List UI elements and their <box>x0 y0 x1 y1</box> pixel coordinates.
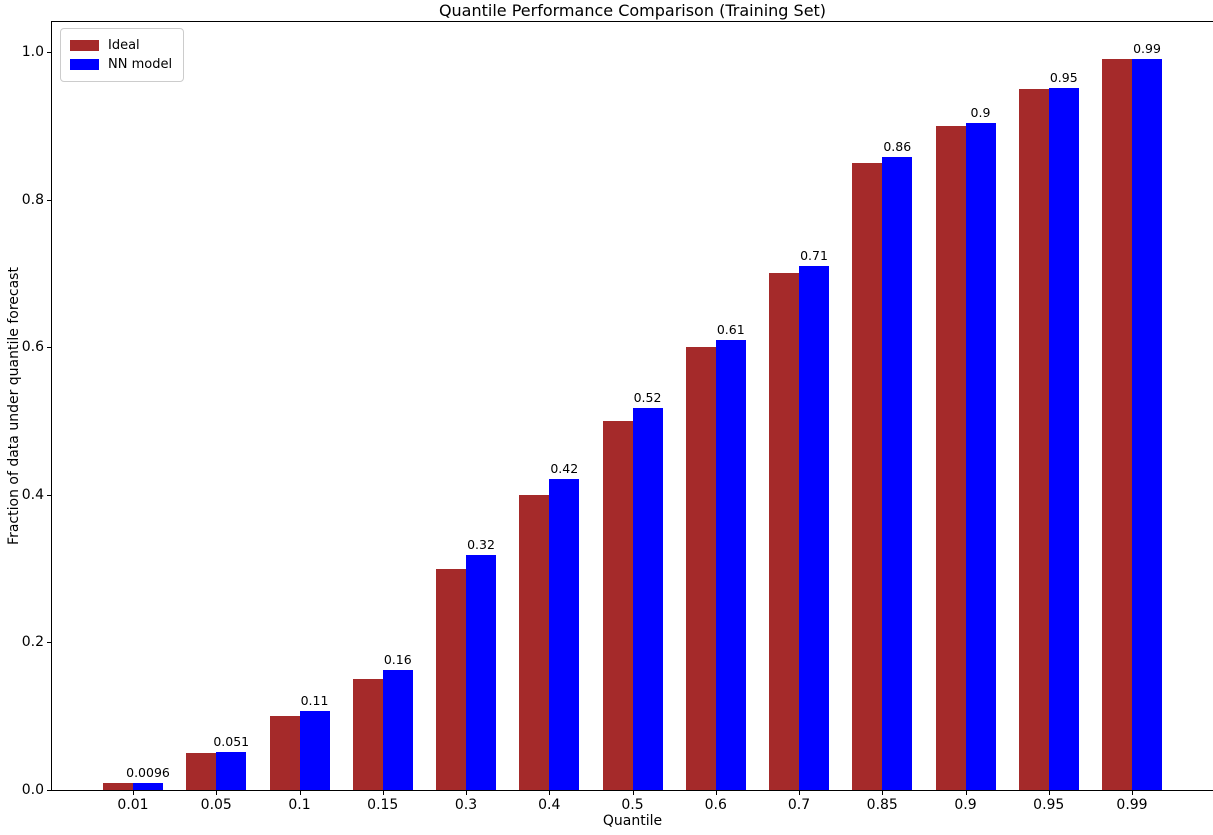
bar-nn-model <box>466 555 496 790</box>
bar-nn-model <box>216 752 247 790</box>
x-tick-mark <box>882 791 884 795</box>
bar-nn-model <box>133 782 163 790</box>
bar-ideal <box>519 494 550 790</box>
bar-ideal <box>852 162 883 790</box>
bar-nn-model <box>632 408 663 790</box>
bar-value-label: 0.52 <box>633 390 662 406</box>
y-tick-mark <box>47 347 52 349</box>
x-tick-label: 0.01 <box>117 797 149 813</box>
x-tick-label: 0.05 <box>200 797 232 813</box>
x-tick-mark <box>549 791 551 795</box>
chart-title: Quantile Performance Comparison (Trainin… <box>438 1 827 20</box>
legend: Ideal NN model <box>60 28 185 82</box>
plot-area: 0.0096 0.051 0.11 0.16 0.32 0.42 0.52 0.61 0.71 0… <box>51 21 1213 791</box>
x-tick-label: 0.15 <box>367 797 399 813</box>
bar-nn-model <box>799 266 829 790</box>
bar-ideal <box>769 273 799 790</box>
x-tick-label: 0.1 <box>288 797 311 813</box>
legend-item: NN model <box>70 55 172 74</box>
x-tick-label: 0.6 <box>704 797 727 813</box>
bar-ideal <box>685 347 716 790</box>
bar-ideal <box>186 753 217 790</box>
legend-swatch-nn-model <box>70 59 99 70</box>
x-tick-label: 0.5 <box>621 797 644 813</box>
bar-value-label: 0.86 <box>883 138 912 154</box>
x-tick-mark <box>965 791 967 795</box>
bar-value-label: 0.32 <box>467 537 495 553</box>
bar-ideal <box>269 716 300 790</box>
bar-nn-model <box>1048 88 1079 790</box>
bar-nn-model <box>382 669 413 790</box>
y-tick-mark <box>47 199 52 201</box>
bar-nn-model <box>882 156 913 790</box>
bar-value-label: 0.11 <box>300 693 329 709</box>
bar-ideal <box>1018 88 1049 790</box>
bar-value-label: 0.42 <box>550 461 579 477</box>
x-tick-mark <box>299 791 301 795</box>
bar-ideal <box>602 421 633 790</box>
x-tick-label: 0.99 <box>1116 797 1148 813</box>
y-tick-label: 0.6 <box>21 339 44 356</box>
y-tick-label: 0.2 <box>21 634 44 651</box>
y-tick-mark <box>47 52 52 53</box>
bar-value-label: 0.95 <box>1049 70 1078 86</box>
bar-value-label: 0.051 <box>213 734 250 750</box>
legend-item: Ideal <box>70 36 172 55</box>
x-tick-mark <box>715 791 717 795</box>
x-tick-label: 0.85 <box>866 797 898 813</box>
bar-nn-model <box>549 479 580 790</box>
y-tick-label: 0.4 <box>21 486 44 503</box>
x-tick-mark <box>133 791 134 795</box>
x-tick-label: 0.7 <box>787 797 811 813</box>
bar-nn-model <box>1132 59 1162 790</box>
y-tick-label: 1.0 <box>21 44 44 60</box>
bar-ideal <box>103 782 133 790</box>
x-tick-label: 0.95 <box>1033 797 1065 813</box>
x-tick-mark <box>216 791 218 795</box>
bar-value-label: 0.0096 <box>126 764 170 780</box>
y-tick-label: 0.0 <box>21 782 44 798</box>
bar-value-label: 0.99 <box>1133 41 1161 57</box>
x-tick-label: 0.4 <box>538 797 561 813</box>
bar-value-label: 0.16 <box>383 651 412 667</box>
bar-value-label: 0.61 <box>716 321 745 337</box>
x-tick-mark <box>799 791 800 795</box>
y-axis-label: Fraction of data under quantile forecast <box>6 267 22 545</box>
x-tick-mark <box>382 791 384 795</box>
x-axis-label: Quantile <box>602 813 663 829</box>
x-tick-mark <box>466 791 467 795</box>
bar-value-label: 0.71 <box>800 248 828 264</box>
bar-nn-model <box>299 711 330 790</box>
bar-ideal <box>1102 59 1132 790</box>
y-tick-label: 0.8 <box>21 191 44 208</box>
x-tick-mark <box>632 791 634 795</box>
y-tick-mark <box>47 790 52 791</box>
bar-nn-model <box>715 339 746 790</box>
bar-ideal <box>352 679 383 790</box>
x-tick-label: 0.3 <box>454 797 478 813</box>
y-tick-mark <box>47 494 52 496</box>
legend-label: Ideal <box>108 38 140 53</box>
y-tick-mark <box>47 642 52 644</box>
x-tick-mark <box>1132 791 1133 795</box>
bar-ideal <box>436 568 466 790</box>
bar-nn-model <box>965 122 996 790</box>
x-tick-mark <box>1048 791 1050 795</box>
legend-label: NN model <box>108 57 173 72</box>
bar-value-label: 0.9 <box>970 104 991 120</box>
bar-ideal <box>935 125 966 790</box>
x-tick-label: 0.9 <box>954 797 977 813</box>
legend-swatch-ideal <box>70 40 99 51</box>
